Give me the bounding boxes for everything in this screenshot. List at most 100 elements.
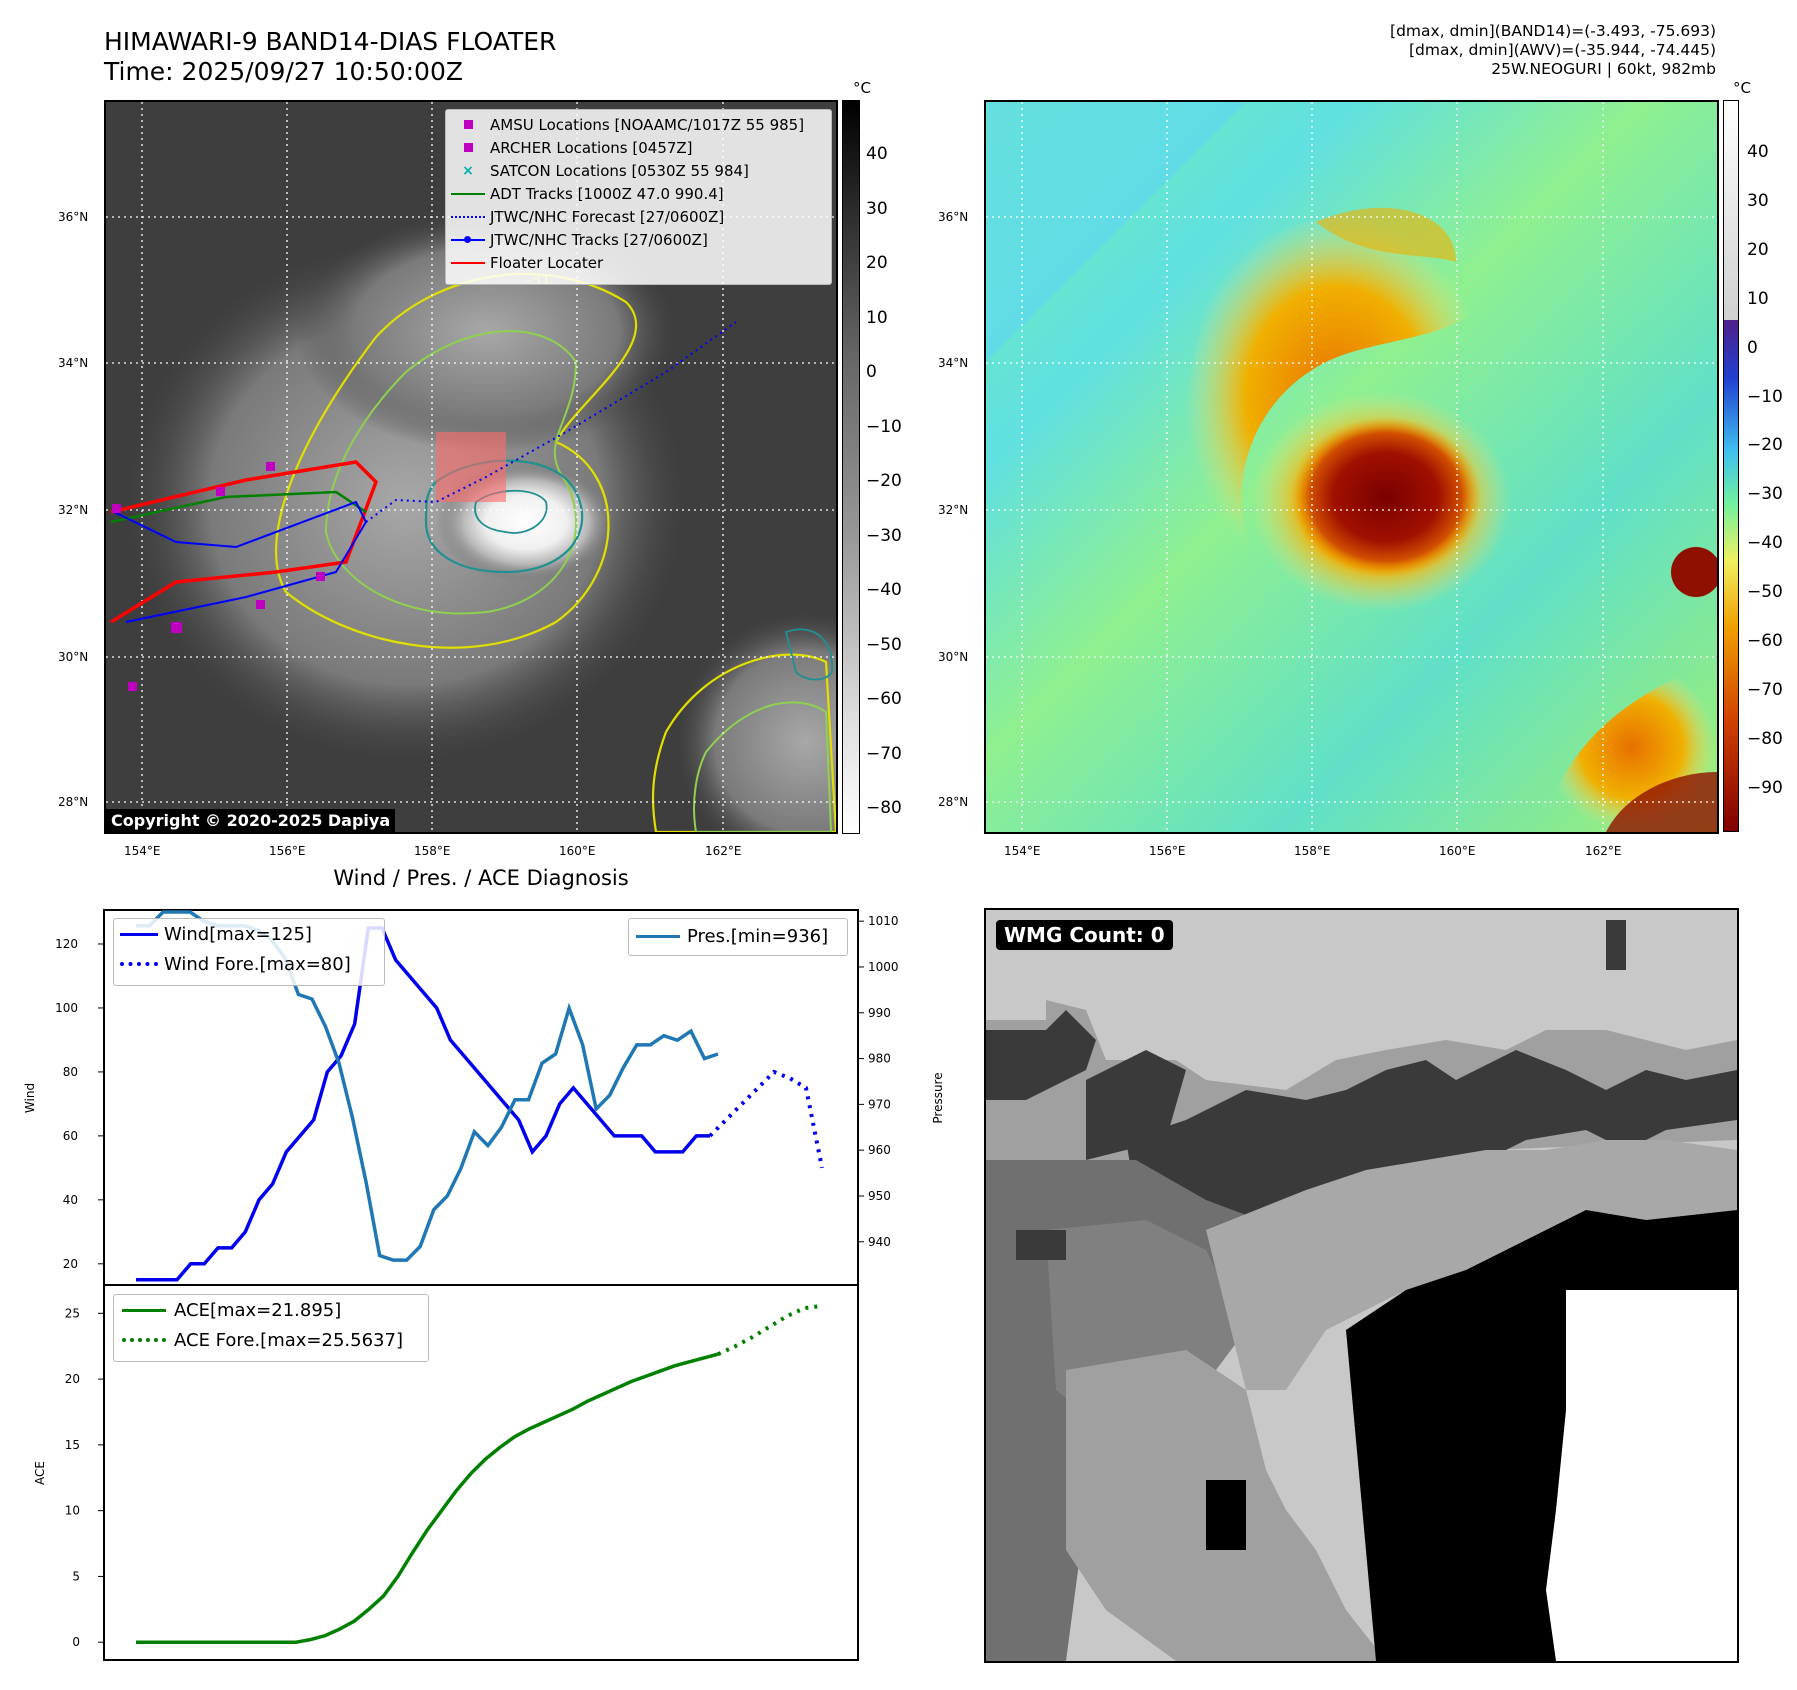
colorbar-tick-label: −90 bbox=[1747, 777, 1783, 798]
ace-axes bbox=[103, 1284, 859, 1661]
info-line-2: [dmax, dmin](AWV)=(-35.944, -74.445) bbox=[1409, 41, 1716, 59]
pressure-ytick-label: 990 bbox=[868, 1006, 891, 1020]
lat-tick-label: 28°N bbox=[58, 795, 89, 809]
map-legend-label: JTWC/NHC Forecast [27/0600Z] bbox=[490, 207, 725, 226]
colorbar-tick-label: 10 bbox=[1747, 288, 1769, 309]
colorbar-tick-label: −10 bbox=[866, 416, 902, 437]
pressure-legend-label: Pres.[min=936] bbox=[687, 925, 829, 947]
map-legend-label: Floater Locater bbox=[490, 253, 604, 272]
ace-series-line bbox=[136, 1352, 719, 1644]
lon-tick-label: 162°E bbox=[1585, 844, 1622, 858]
pressure-ytick-label: 1010 bbox=[868, 914, 899, 928]
colorbar-tick-label: 20 bbox=[866, 253, 888, 273]
colorbar-tick-label: 40 bbox=[1747, 142, 1769, 162]
jtwc-track bbox=[113, 500, 368, 623]
map-legend-item: JTWC/NHC Tracks [27/0600Z] bbox=[446, 228, 831, 251]
copyright-label: Copyright © 2020-2025 Dapiya bbox=[106, 809, 396, 832]
adt-track bbox=[110, 490, 367, 524]
legend-symbol-icon bbox=[446, 143, 490, 152]
colorbar-tick-label: −60 bbox=[866, 689, 902, 709]
colorbar-tick-label: −80 bbox=[1747, 728, 1783, 749]
wmg-map bbox=[986, 910, 1737, 1661]
ace-ytick-label: 10 bbox=[65, 1504, 80, 1518]
colorbar-tick-label: −40 bbox=[1747, 533, 1783, 554]
floater-track bbox=[110, 460, 379, 624]
title-line-1: HIMAWARI-9 BAND14-DIAS FLOATER bbox=[104, 27, 557, 56]
wmg-panel: WMG Count: 0 bbox=[984, 908, 1739, 1663]
awv-map-panel bbox=[984, 100, 1719, 834]
pressure-ytick-label: 970 bbox=[868, 1097, 891, 1111]
map-legend-label: JTWC/NHC Tracks [27/0600Z] bbox=[490, 230, 708, 249]
lon-tick-label: 158°E bbox=[414, 844, 451, 858]
wind-legend: Wind[max=125] Wind Fore.[max=80] bbox=[113, 918, 385, 986]
legend-symbol-icon bbox=[446, 120, 490, 129]
amsu-markers bbox=[112, 462, 325, 691]
band14-colorbar bbox=[842, 100, 860, 834]
map-legend: AMSU Locations [NOAAMC/1017Z 55 985] ARCH… bbox=[445, 109, 832, 285]
colorbar-tick-label: −70 bbox=[866, 743, 902, 764]
map-legend-label: ARCHER Locations [0457Z] bbox=[490, 138, 693, 157]
info-line-3: 25W.NEOGURI | 60kt, 982mb bbox=[1491, 60, 1716, 78]
legend-symbol-icon bbox=[446, 235, 490, 243]
pressure-legend: Pres.[min=936] bbox=[628, 918, 848, 956]
legend-symbol-icon bbox=[446, 192, 490, 195]
colorbar-tick-label: −70 bbox=[1747, 679, 1783, 700]
wind-legend-label: Wind[max=125] bbox=[164, 923, 312, 945]
colorbar-tick-label: −30 bbox=[866, 525, 902, 546]
lon-tick-label: 156°E bbox=[1149, 844, 1186, 858]
lon-tick-label: 160°E bbox=[559, 844, 596, 858]
wind-ytick-label: 120 bbox=[55, 937, 78, 951]
ace-fore-legend-label: ACE Fore.[max=25.5637] bbox=[174, 1329, 403, 1351]
lon-tick-label: 156°E bbox=[269, 844, 306, 858]
band14-map-panel: -31 Copyright © 2020-2025 Dapiya AMSU Lo… bbox=[104, 100, 838, 834]
colorbar-tick-label: −10 bbox=[1747, 386, 1783, 407]
ace-legend: ACE[max=21.895] ACE Fore.[max=25.5637] bbox=[113, 1294, 429, 1362]
map-legend-label: SATCON Locations [0530Z 55 984] bbox=[490, 161, 749, 180]
legend-symbol-icon bbox=[446, 261, 490, 264]
dmax-info: [dmax, dmin](BAND14)=(-3.493, -75.693) [… bbox=[1016, 22, 1716, 79]
lat-tick-label: 34°N bbox=[938, 356, 969, 370]
wind-ytick-label: 60 bbox=[63, 1129, 78, 1143]
diagnosis-title: Wind / Pres. / ACE Diagnosis bbox=[333, 866, 629, 890]
map-legend-item: ADT Tracks [1000Z 47.0 990.4] bbox=[446, 182, 831, 205]
pressure-axis-label: Pressure bbox=[931, 1072, 945, 1123]
map-legend-item: JTWC/NHC Forecast [27/0600Z] bbox=[446, 205, 831, 228]
colorbar-tick-label: 0 bbox=[1747, 337, 1758, 358]
lat-tick-label: 34°N bbox=[58, 356, 89, 370]
colorbar-tick-label: −20 bbox=[1747, 435, 1783, 456]
colorbar-tick-label: −40 bbox=[866, 580, 902, 600]
colorbar-tick-label: 30 bbox=[866, 198, 888, 219]
pressure-ytick-label: 950 bbox=[868, 1189, 891, 1203]
colorbar-tick-label: 0 bbox=[866, 362, 877, 382]
colorbar-tick-label: −60 bbox=[1747, 631, 1783, 651]
title-line-2: Time: 2025/09/27 10:50:00Z bbox=[104, 57, 463, 86]
lon-tick-label: 162°E bbox=[705, 844, 742, 858]
lat-tick-label: 28°N bbox=[938, 795, 969, 809]
wind-axis-label: Wind bbox=[23, 1083, 37, 1113]
wind-fore-legend-label: Wind Fore.[max=80] bbox=[164, 953, 351, 975]
map-legend-item: × SATCON Locations [0530Z 55 984] bbox=[446, 159, 831, 182]
ace-ytick-label: 5 bbox=[72, 1569, 80, 1583]
colorbar-tick-label: −50 bbox=[866, 634, 902, 655]
lat-tick-label: 36°N bbox=[58, 210, 89, 224]
pressure-ytick-label: 960 bbox=[868, 1143, 891, 1157]
lat-tick-label: 36°N bbox=[938, 210, 969, 224]
diagnosis-chart: 2040608010012094095096097098099010001010… bbox=[23, 909, 945, 1661]
wind-ytick-label: 100 bbox=[55, 1001, 78, 1015]
colorbar-tick-label: −30 bbox=[1747, 484, 1783, 505]
ace-ytick-label: 0 bbox=[72, 1635, 80, 1649]
jtwc-forecast-track bbox=[365, 321, 737, 523]
lat-tick-label: 30°N bbox=[58, 650, 89, 664]
pressure-ytick-label: 980 bbox=[868, 1052, 891, 1066]
ace-forecast-line bbox=[717, 1303, 823, 1356]
awv-colorbar bbox=[1723, 100, 1739, 832]
colorbar-tick-label: −50 bbox=[1747, 582, 1783, 603]
colorbar-tick-label: 40 bbox=[866, 144, 888, 164]
lon-tick-label: 154°E bbox=[1004, 844, 1041, 858]
wind-ytick-label: 80 bbox=[63, 1065, 78, 1079]
ace-ytick-label: 25 bbox=[65, 1306, 80, 1320]
legend-symbol-icon bbox=[446, 215, 490, 218]
wmg-count-label: WMG Count: 0 bbox=[996, 920, 1173, 950]
legend-symbol-icon: × bbox=[462, 162, 474, 179]
ace-axis-label: ACE bbox=[33, 1461, 47, 1485]
